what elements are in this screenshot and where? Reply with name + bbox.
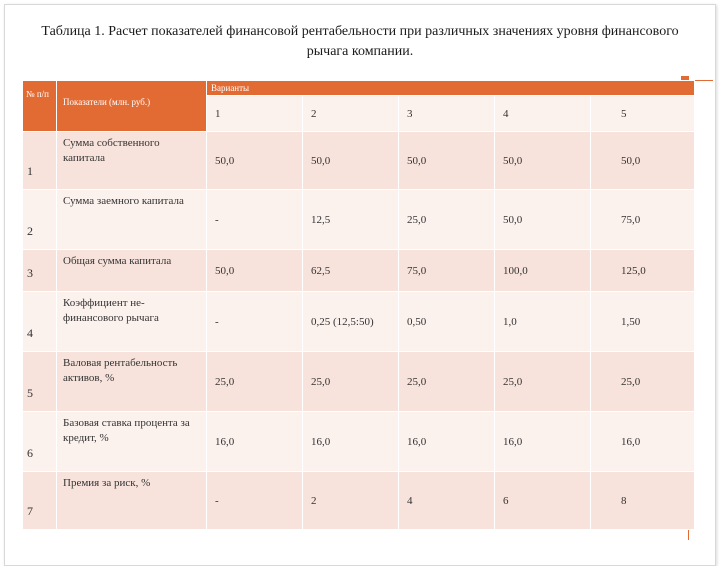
table-row: 2 Сумма заемного капитала - 12,5 25,0 50… — [22, 189, 696, 250]
row-indicator: Сумма заемного капитала — [56, 189, 207, 250]
row-value: 75,0 — [589, 189, 696, 250]
row-value: 75,0 — [398, 249, 495, 292]
row-value: 50,0 — [398, 131, 495, 190]
table-row: 3 Общая сумма капитала 50,0 62,5 75,0 10… — [22, 249, 696, 292]
row-indicator: Премия за риск, % — [56, 471, 207, 530]
table-row: 1 Сумма собственного капитала 50,0 50,0 … — [22, 131, 696, 190]
row-number: 2 — [22, 189, 57, 250]
rentability-table: № п/п Показатели (млн. руб.) Варианты 1 … — [22, 80, 696, 530]
row-value: 62,5 — [302, 249, 399, 292]
row-value: 4 — [398, 471, 495, 530]
row-value: 16,0 — [494, 411, 591, 472]
table-title: Таблица 1. Расчет показателей финансовой… — [41, 24, 679, 59]
row-value: 25,0 — [494, 351, 591, 412]
row-number: 3 — [22, 249, 57, 292]
row-value: 16,0 — [589, 411, 696, 472]
row-value: 16,0 — [302, 411, 399, 472]
row-indicator: Коэффициент не-финансового рычага — [56, 291, 207, 352]
row-indicator: Общая сумма капитала — [56, 249, 207, 292]
row-value: - — [206, 471, 303, 530]
row-value: 0,50 — [398, 291, 495, 352]
row-value: 2 — [302, 471, 399, 530]
variant-header: 5 — [589, 95, 696, 132]
row-value: 100,0 — [494, 249, 591, 292]
row-value: 50,0 — [302, 131, 399, 190]
variant-header: 4 — [494, 95, 591, 132]
table-row: 7 Премия за риск, % - 2 4 6 8 — [22, 471, 696, 530]
row-indicator: Базовая ставка процента за кредит, % — [56, 411, 207, 472]
row-value: 16,0 — [206, 411, 303, 472]
row-value: 16,0 — [398, 411, 495, 472]
row-value: 25,0 — [302, 351, 399, 412]
row-number: 4 — [22, 291, 57, 352]
row-value: 50,0 — [494, 131, 591, 190]
row-value: 25,0 — [398, 189, 495, 250]
header-number: № п/п — [22, 80, 57, 132]
table-row: 6 Базовая ставка процента за кредит, % 1… — [22, 411, 696, 472]
accent-line-horizontal — [685, 80, 713, 81]
table-row: 5 Валовая рентабельность активов, % 25,0… — [22, 351, 696, 412]
variant-header: 1 — [206, 95, 303, 132]
row-value: 25,0 — [398, 351, 495, 412]
header-indicator: Показатели (млн. руб.) — [56, 80, 207, 132]
row-value: 12,5 — [302, 189, 399, 250]
row-value: 0,25 (12,5:50) — [302, 291, 399, 352]
row-number: 6 — [22, 411, 57, 472]
variant-header: 2 — [302, 95, 399, 132]
row-value: 25,0 — [206, 351, 303, 412]
row-value: 50,0 — [206, 131, 303, 190]
row-value: - — [206, 189, 303, 250]
variant-header: 3 — [398, 95, 495, 132]
row-indicator: Сумма собственного капитала — [56, 131, 207, 190]
row-value: 1,0 — [494, 291, 591, 352]
row-value: 6 — [494, 471, 591, 530]
row-indicator: Валовая рентабельность активов, % — [56, 351, 207, 412]
header-row-1: № п/п Показатели (млн. руб.) Варианты — [22, 80, 696, 132]
row-value: - — [206, 291, 303, 352]
header-row-2: 1 2 3 4 5 — [23, 95, 696, 132]
row-value: 125,0 — [589, 249, 696, 292]
row-number: 7 — [22, 471, 57, 530]
row-value: 50,0 — [494, 189, 591, 250]
header-variants: Варианты — [205, 80, 696, 96]
row-value: 1,50 — [589, 291, 696, 352]
row-value: 50,0 — [206, 249, 303, 292]
row-value: 50,0 — [589, 131, 696, 190]
row-value: 25,0 — [589, 351, 696, 412]
row-number: 5 — [22, 351, 57, 412]
table-row: 4 Коэффициент не-финансового рычага - 0,… — [22, 291, 696, 352]
row-value: 8 — [589, 471, 696, 530]
row-number: 1 — [22, 131, 57, 190]
